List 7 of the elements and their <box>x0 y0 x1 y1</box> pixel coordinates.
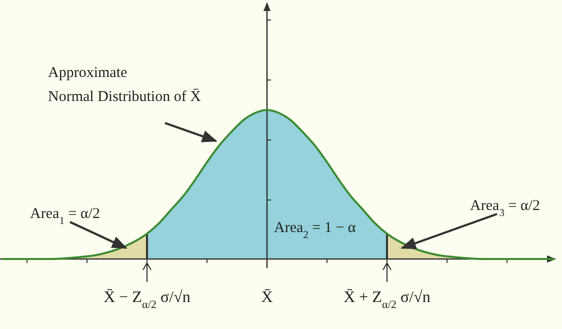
x-tick-label: X̄ − Z$_{α/2}$ σ/√n <box>104 289 190 311</box>
annotation: Area$_{2}$ = 1 − α <box>274 220 356 240</box>
text: Approximate Normal Distribution of X̄ <box>48 65 202 105</box>
annotation: Area$_{1}$ = α/2 <box>30 206 100 226</box>
annotation: Area$_{3}$ = α/2 <box>470 198 540 218</box>
x-tick-label: X̄ + Z$_{α/2}$ σ/√n <box>344 289 430 311</box>
x-tick-label: X̄ <box>261 289 274 306</box>
